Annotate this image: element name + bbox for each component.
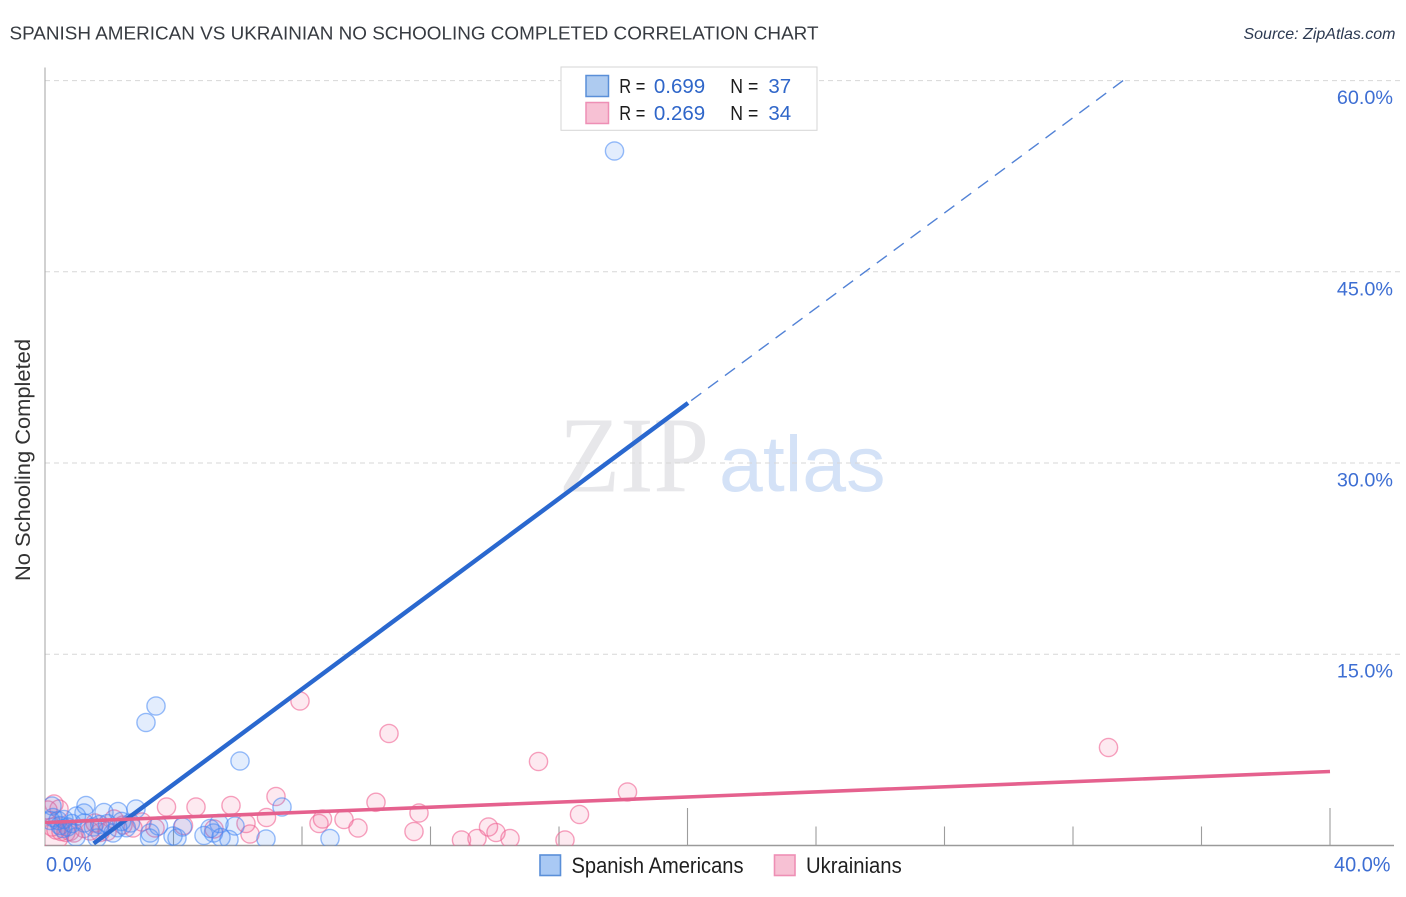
svg-text:30.0%: 30.0% bbox=[1337, 470, 1393, 492]
svg-text:No Schooling Completed: No Schooling Completed bbox=[12, 339, 35, 581]
svg-text:Source: ZipAtlas.com: Source: ZipAtlas.com bbox=[1244, 26, 1396, 43]
svg-text:60.0%: 60.0% bbox=[1337, 87, 1393, 109]
svg-text:34: 34 bbox=[768, 102, 791, 125]
svg-text:45.0%: 45.0% bbox=[1337, 278, 1393, 300]
svg-text:0.0%: 0.0% bbox=[46, 853, 92, 876]
svg-text:40.0%: 40.0% bbox=[1334, 853, 1391, 876]
svg-text:R =: R = bbox=[619, 102, 645, 125]
svg-text:SPANISH AMERICAN VS UKRAINIAN: SPANISH AMERICAN VS UKRAINIAN NO SCHOOLI… bbox=[10, 23, 819, 43]
svg-text:15.0%: 15.0% bbox=[1337, 661, 1393, 683]
svg-text:Ukrainians: Ukrainians bbox=[806, 853, 902, 878]
svg-text:N =: N = bbox=[730, 102, 758, 125]
svg-text:0.269: 0.269 bbox=[654, 102, 705, 125]
svg-text:ZIP: ZIP bbox=[559, 397, 709, 516]
svg-text:37: 37 bbox=[768, 75, 791, 98]
svg-text:R =: R = bbox=[619, 75, 645, 98]
svg-text:0.699: 0.699 bbox=[654, 75, 705, 98]
svg-text:Spanish Americans: Spanish Americans bbox=[572, 853, 744, 878]
svg-text:N =: N = bbox=[730, 75, 758, 98]
